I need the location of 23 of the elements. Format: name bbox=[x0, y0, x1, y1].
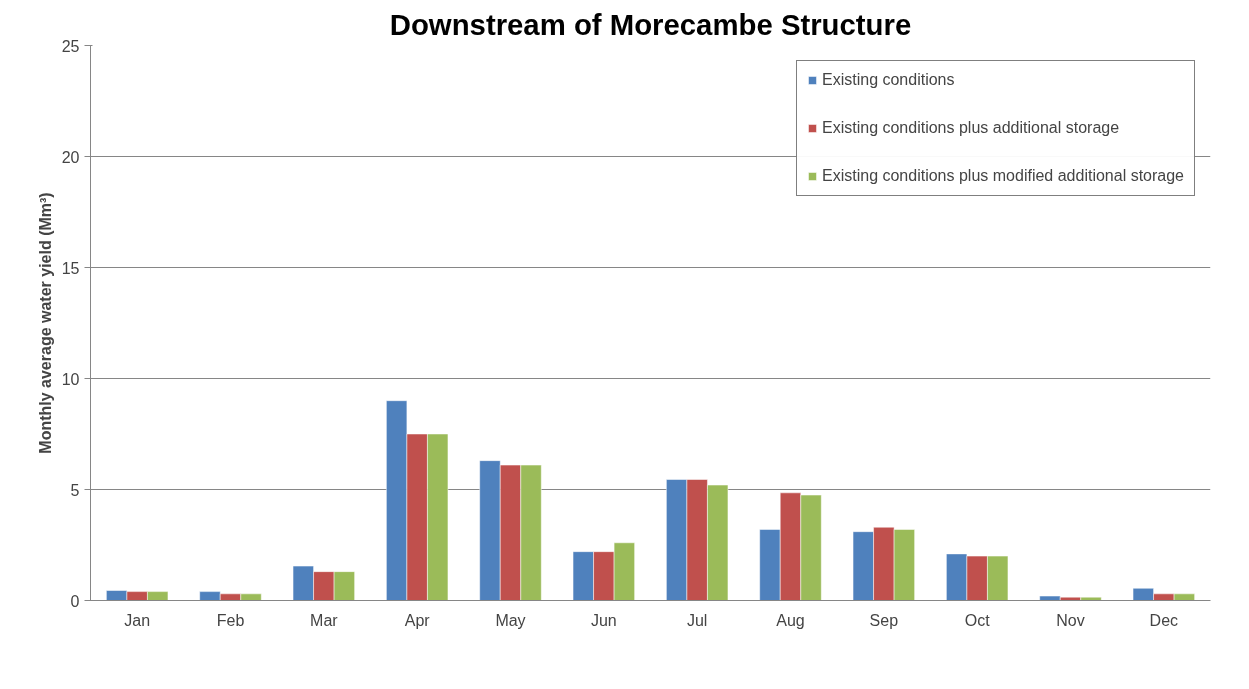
legend-label: Existing conditions bbox=[822, 71, 956, 89]
y-axis-title: Monthly average water yield (Mm³) bbox=[36, 192, 54, 454]
x-tick-label: Dec bbox=[1149, 611, 1179, 629]
y-tick-label: 5 bbox=[70, 481, 80, 499]
x-tick-label: Jun bbox=[590, 611, 617, 629]
y-tick-label: 0 bbox=[70, 592, 80, 610]
x-tick-label: Oct bbox=[964, 611, 991, 629]
x-tick-label: Feb bbox=[216, 611, 245, 629]
y-tick-label: 15 bbox=[61, 259, 80, 277]
x-tick-label: Mar bbox=[310, 611, 339, 629]
x-tick-label: May bbox=[495, 611, 526, 629]
y-tick-label: 20 bbox=[61, 148, 80, 166]
y-tick-label: 25 bbox=[61, 37, 80, 55]
x-tick-label: Jul bbox=[686, 611, 708, 629]
y-tick-label: 10 bbox=[61, 370, 80, 388]
x-tick-label: Apr bbox=[404, 611, 431, 629]
x-tick-label: Sep bbox=[869, 611, 899, 629]
chart-title: Downstream of Morecambe Structure bbox=[389, 7, 912, 41]
x-tick-label: Nov bbox=[1056, 611, 1085, 629]
legend-label: Existing conditions plus additional storage bbox=[822, 119, 1121, 137]
x-tick-label: Jan bbox=[124, 611, 151, 629]
legend-label: Existing conditions plus modified additional storage bbox=[822, 167, 1184, 185]
x-tick-label: Aug bbox=[776, 611, 805, 629]
